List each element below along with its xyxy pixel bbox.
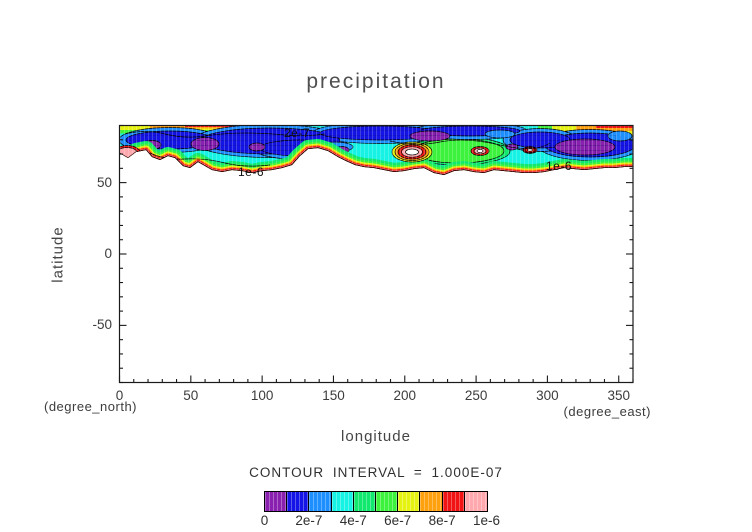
contour-interval-text: CONTOUR INTERVAL = 1.000E-07 <box>249 465 503 480</box>
colorbar-cell <box>265 492 288 511</box>
colorbar-cell <box>375 492 399 511</box>
y-tick-label: -50 <box>92 317 112 333</box>
contour-value-label: 1e-6 <box>546 159 572 173</box>
y-tick-label: 50 <box>96 174 112 190</box>
contour-value-label: 1e-6 <box>238 165 264 179</box>
colorbar-cell <box>309 492 332 511</box>
colorbar-tick-label: 1e-6 <box>472 513 501 528</box>
colorbar-cell <box>398 492 421 511</box>
colorbar <box>264 491 488 512</box>
x-tick-label: 300 <box>536 388 559 403</box>
x-tick-label: 250 <box>464 388 488 403</box>
colorbar-tick-label: 0 <box>260 513 269 528</box>
x-tick-label: 350 <box>607 388 630 403</box>
x-tick-label: 100 <box>250 388 274 403</box>
colorbar-tick-label: 4e-7 <box>339 513 367 528</box>
x-axis-label: longitude <box>341 428 411 445</box>
x-tick-label: 200 <box>393 388 417 403</box>
y-tick-label: 0 <box>104 246 112 261</box>
colorbar-cell <box>287 492 310 511</box>
colorbar-cell <box>331 492 354 511</box>
colorbar-cell <box>442 492 465 511</box>
contour-value-label: 2e-7 <box>284 126 310 140</box>
x-axis-unit: (degree_east) <box>563 404 651 419</box>
x-tick-label: 0 <box>115 388 124 403</box>
colorbar-cell <box>464 492 487 511</box>
y-axis-unit: (degree_north) <box>44 399 137 414</box>
colorbar-tick-label: 6e-7 <box>384 513 412 528</box>
chart-title: precipitation <box>306 70 446 93</box>
colorbar-tick-label: 2e-7 <box>295 513 323 528</box>
colorbar-tick-label: 8e-7 <box>428 513 456 528</box>
x-tick-label: 150 <box>322 388 345 403</box>
colorbar-cell <box>353 492 376 511</box>
x-tick-label: 50 <box>183 388 199 403</box>
colorbar-cell <box>420 492 443 511</box>
